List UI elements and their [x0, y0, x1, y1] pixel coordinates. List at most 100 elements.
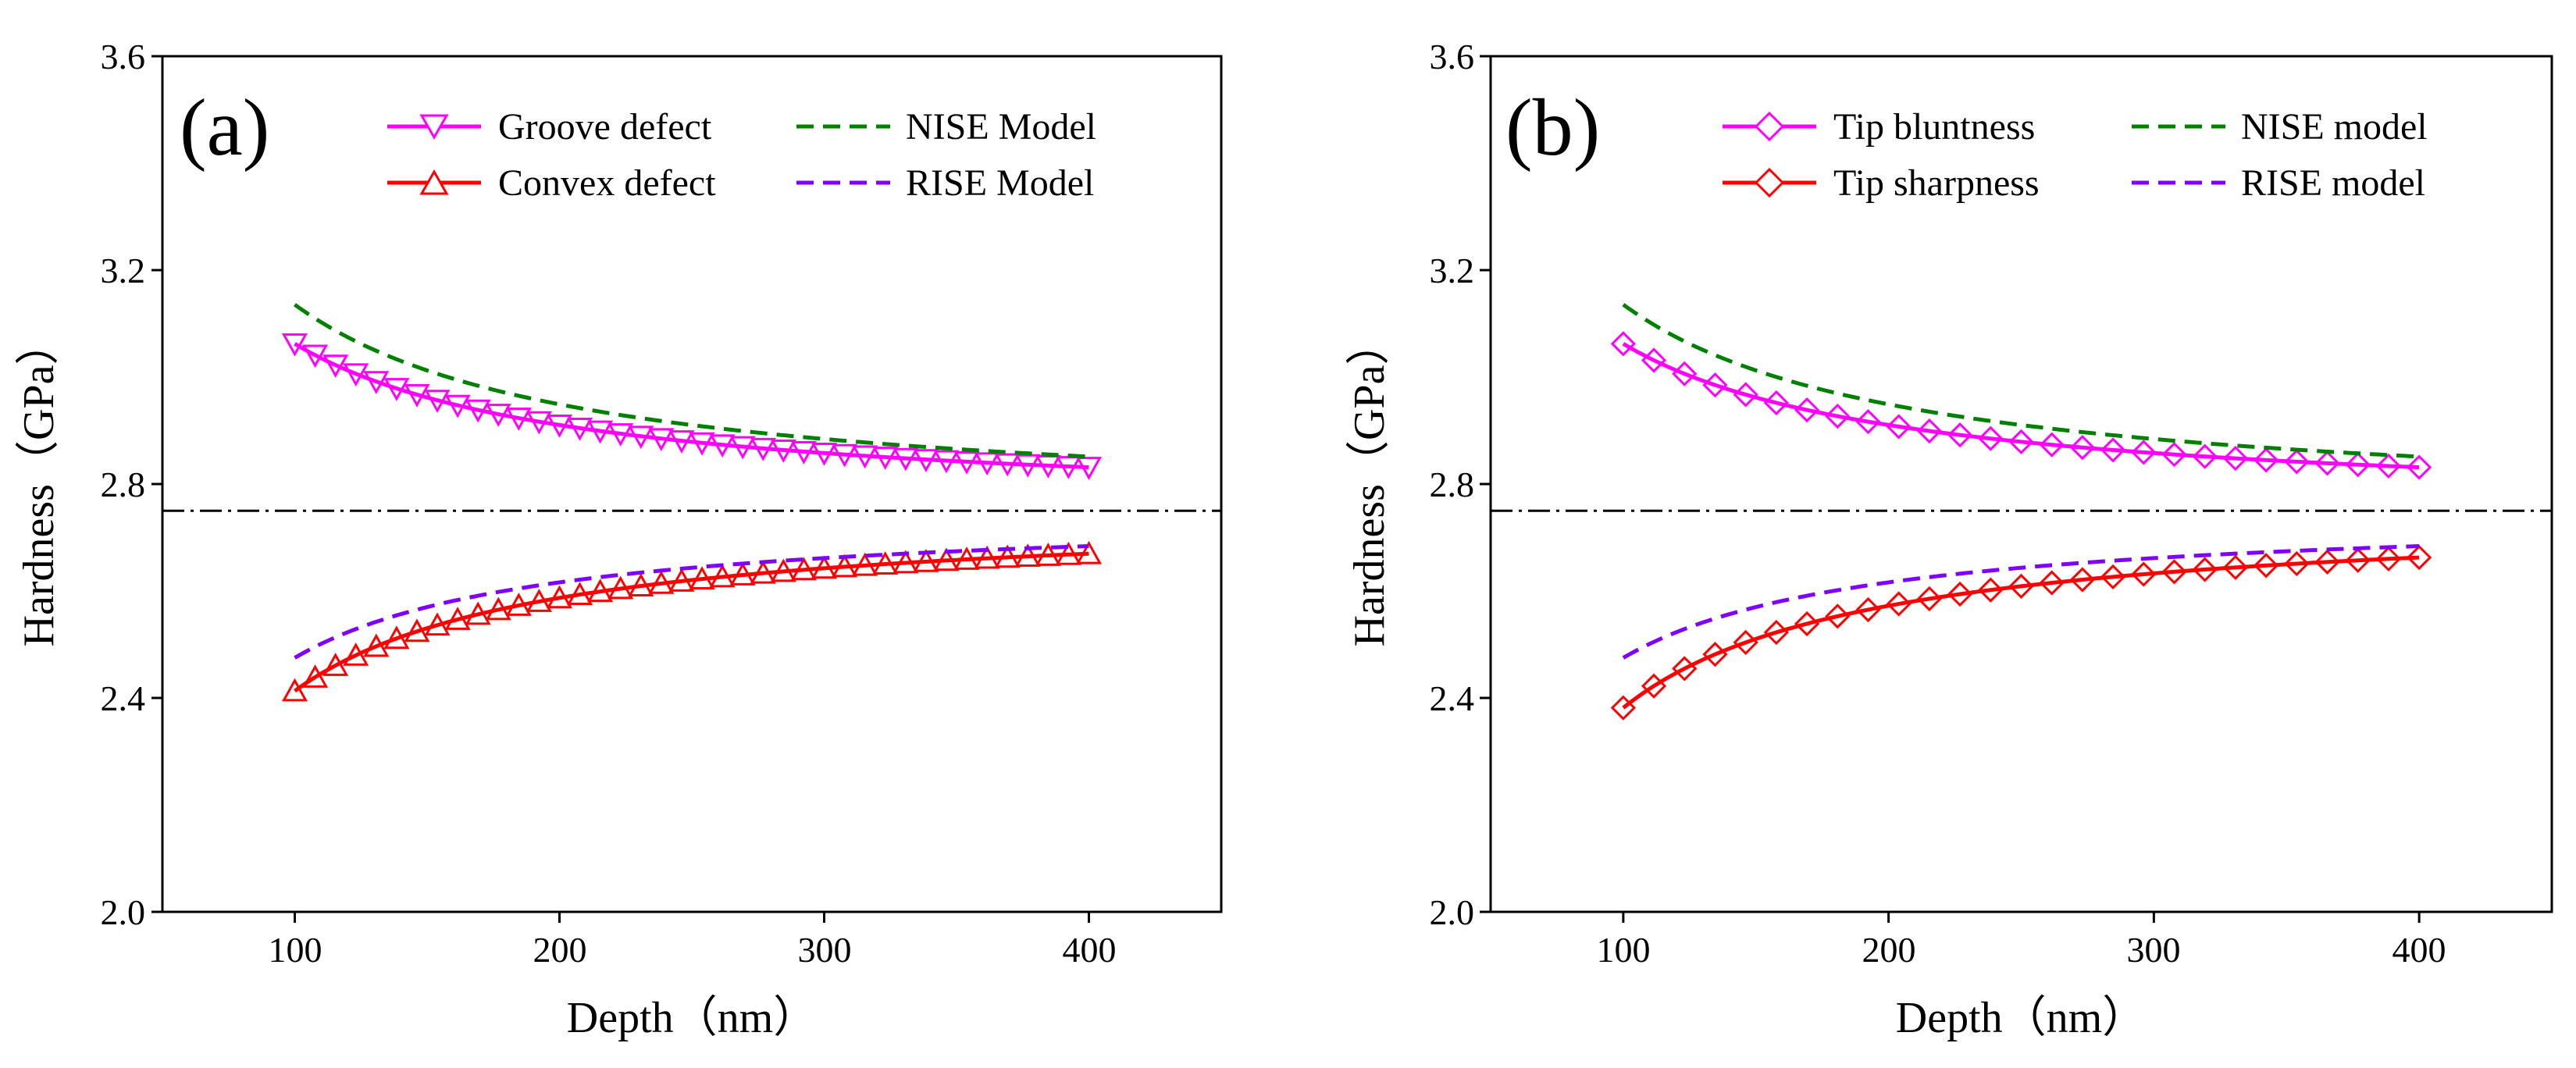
data-point — [404, 384, 430, 408]
data-point — [750, 560, 776, 584]
legend-text: Groove defect — [498, 106, 712, 148]
data-point — [2008, 429, 2034, 455]
series-line-3 — [294, 544, 1089, 660]
data-point — [913, 548, 939, 572]
x-tick-label: 200 — [1862, 930, 1916, 970]
data-point — [1641, 673, 1667, 699]
data-point — [790, 557, 817, 581]
series-line-1 — [1622, 555, 2420, 710]
data-point — [852, 445, 878, 469]
data-point — [689, 432, 715, 456]
y-tick-label: 2.4 — [1430, 678, 1475, 718]
data-point — [729, 562, 756, 586]
data-point — [444, 607, 471, 630]
data-point — [750, 437, 776, 461]
data-point — [444, 394, 471, 418]
data-point — [913, 449, 939, 472]
panel-b-ticks — [1480, 55, 2421, 923]
legend-marker — [419, 114, 449, 141]
y-tick-label: 3.6 — [1430, 37, 1475, 77]
data-point — [2375, 546, 2402, 571]
data-point — [994, 544, 1021, 568]
data-point — [2314, 450, 2340, 476]
panel-a-ticks — [151, 55, 1090, 923]
data-point — [2192, 443, 2218, 469]
data-point — [465, 601, 491, 625]
data-point — [1014, 543, 1041, 568]
data-point — [1916, 586, 1943, 612]
data-point — [770, 558, 796, 582]
data-point — [2131, 440, 2157, 465]
data-point — [404, 618, 430, 643]
data-point — [1763, 619, 1790, 646]
data-point — [465, 399, 491, 423]
data-point — [1794, 397, 1820, 423]
y-tick-label: 2.4 — [101, 678, 146, 718]
data-point — [281, 333, 308, 357]
legend-text: RISE model — [2241, 162, 2425, 204]
legend-text: Tip bluntness — [1833, 106, 2035, 148]
data-point — [587, 578, 614, 603]
x-tick-label: 300 — [798, 930, 852, 970]
data-point — [1947, 422, 1973, 448]
data-point — [505, 408, 532, 431]
data-point — [668, 568, 695, 592]
data-point — [729, 436, 756, 460]
data-point — [1702, 642, 1728, 668]
legend-marker — [1754, 167, 1785, 198]
data-point — [953, 451, 980, 475]
data-point — [1794, 611, 1820, 637]
data-point — [994, 453, 1021, 477]
y-tick-label: 3.2 — [101, 251, 146, 290]
data-point — [302, 664, 329, 688]
data-point — [2345, 547, 2371, 573]
panel-a-marks — [162, 303, 1221, 702]
data-point — [1075, 457, 1103, 480]
series-line-0 — [294, 342, 1089, 470]
x-tick-label: 300 — [2127, 930, 2181, 970]
data-point — [2345, 452, 2371, 478]
data-point — [2100, 564, 2126, 590]
data-point — [933, 547, 960, 571]
y-tick-label: 2.8 — [1430, 465, 1475, 504]
data-point — [1763, 390, 1790, 416]
data-point — [2008, 573, 2034, 600]
series-line-2 — [1622, 303, 2420, 459]
data-point — [1075, 540, 1103, 564]
data-point — [2284, 550, 2310, 577]
data-point — [974, 452, 1000, 476]
data-point — [281, 678, 308, 702]
data-point — [790, 441, 817, 465]
panel-a: 100 200 300 400 2.0 2.4 2.8 3.2 3.6 Dept… — [15, 37, 1223, 1042]
series-line-1 — [294, 551, 1089, 693]
data-point — [2069, 567, 2096, 593]
data-point — [648, 428, 675, 452]
data-point — [628, 573, 654, 596]
data-point — [832, 443, 858, 468]
data-point — [832, 554, 858, 578]
data-point — [1672, 361, 1698, 386]
data-point — [2314, 549, 2340, 575]
data-point — [770, 440, 796, 463]
x-tick-label: 100 — [1597, 930, 1651, 970]
data-point — [1916, 418, 1943, 444]
data-point — [953, 546, 980, 570]
data-point — [893, 447, 919, 472]
data-point — [1855, 596, 1881, 623]
legend-text: NISE Model — [906, 106, 1096, 148]
data-point — [1610, 331, 1637, 357]
data-point — [424, 390, 451, 414]
data-point — [424, 612, 451, 636]
y-axis-title: Hardness（GPa） — [1345, 322, 1394, 647]
data-point — [302, 344, 329, 368]
y-tick-label: 2.8 — [101, 465, 146, 504]
panel-b: 100 200 300 400 2.0 2.4 2.8 3.2 3.6 Dept… — [1345, 37, 2553, 1042]
data-point — [2039, 570, 2065, 596]
data-point — [1825, 403, 1851, 429]
panel-label: (b) — [1505, 83, 1600, 173]
legend-text: RISE Model — [906, 162, 1094, 204]
data-point — [852, 552, 878, 576]
data-point — [1610, 695, 1637, 721]
data-point — [1055, 541, 1081, 565]
